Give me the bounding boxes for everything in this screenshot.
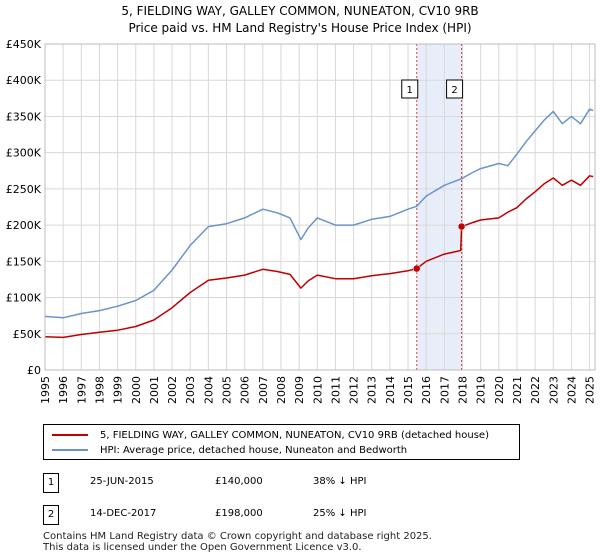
- y-tick-label: £400K: [6, 74, 42, 87]
- hpi-line: [44, 108, 594, 319]
- legend-price-label: 5, FIELDING WAY, GALLEY COMMON, NUNEATON…: [100, 430, 489, 441]
- y-tick-label: £450K: [6, 38, 42, 51]
- x-tick-label: 2020: [493, 376, 506, 404]
- legend-hpi-label: HPI: Average price, detached house, Nune…: [100, 445, 408, 456]
- y-tick-label: £250K: [6, 183, 42, 196]
- sale-point: [457, 222, 466, 231]
- transaction-badge: 1: [43, 473, 59, 493]
- transaction-badge: 2: [43, 505, 59, 525]
- legend-price-swatch: [52, 434, 88, 436]
- x-tick-label: 2010: [311, 376, 324, 404]
- x-tick-label: 2007: [257, 376, 270, 404]
- sale-marker-box: [401, 79, 419, 99]
- transaction-delta: 25% ↓ HPI: [313, 508, 367, 519]
- transaction-price: £198,000: [215, 508, 263, 519]
- x-tick-label: 1997: [75, 376, 88, 404]
- x-tick-label: 2000: [130, 376, 143, 404]
- x-tick-label: 1996: [57, 376, 70, 404]
- footer: Contains HM Land Registry data © Crown c…: [43, 531, 432, 553]
- x-tick-label: 2005: [221, 376, 234, 404]
- y-tick-label: £0: [27, 364, 41, 377]
- footer-line-1: Contains HM Land Registry data © Crown c…: [43, 531, 432, 542]
- x-tick-label: 2004: [202, 376, 215, 404]
- y-tick-label: £50K: [13, 328, 42, 341]
- transaction-row: 2 14-DEC-2017 £198,000 25% ↓ HPI: [43, 505, 443, 525]
- y-tick-label: £100K: [6, 292, 42, 305]
- transaction-delta: 38% ↓ HPI: [313, 476, 367, 487]
- x-tick-label: 2003: [184, 376, 197, 404]
- sale-marker-label: 2: [451, 85, 457, 96]
- sale-marker-box: [446, 79, 464, 99]
- chart-title: 5, FIELDING WAY, GALLEY COMMON, NUNEATON…: [0, 3, 600, 37]
- x-tick-label: 2023: [547, 376, 560, 404]
- price-paid-line: [44, 175, 594, 339]
- x-tick-label: 2018: [456, 376, 469, 404]
- x-tick-label: 2015: [402, 376, 415, 404]
- title-line-1: 5, FIELDING WAY, GALLEY COMMON, NUNEATON…: [121, 4, 479, 18]
- x-tick-label: 2022: [529, 376, 542, 404]
- transaction-price: £140,000: [215, 476, 263, 487]
- x-tick-label: 2011: [329, 376, 342, 404]
- transaction-date: 25-JUN-2015: [90, 476, 154, 487]
- x-tick-label: 2017: [438, 376, 451, 404]
- y-tick-label: £350K: [6, 110, 42, 123]
- plot-area: [45, 44, 595, 370]
- legend-item-price: 5, FIELDING WAY, GALLEY COMMON, NUNEATON…: [52, 430, 489, 441]
- x-tick-label: 1995: [39, 376, 52, 404]
- x-tick-label: 2012: [348, 376, 361, 404]
- x-tick-label: 2008: [275, 376, 288, 404]
- x-tick-label: 2006: [239, 376, 252, 404]
- y-tick-label: £150K: [6, 255, 42, 268]
- x-tick-label: 2021: [511, 376, 524, 404]
- x-tick-label: 2013: [366, 376, 379, 404]
- title-line-2: Price paid vs. HM Land Registry's House …: [128, 21, 472, 35]
- y-tick-label: £200K: [6, 219, 42, 232]
- x-tick-label: 2024: [565, 376, 578, 404]
- x-tick-label: 1999: [112, 376, 125, 404]
- transaction-row: 1 25-JUN-2015 £140,000 38% ↓ HPI: [43, 473, 443, 493]
- price-chart: £0 £50K £100K £150K £200K £250K £300K £350K £400…: [6, 38, 597, 404]
- x-tick-label: 2002: [166, 376, 179, 404]
- legend: 5, FIELDING WAY, GALLEY COMMON, NUNEATON…: [43, 424, 520, 460]
- x-tick-label: 1998: [93, 376, 106, 404]
- x-tick-label: 2009: [293, 376, 306, 404]
- x-tick-label: 2001: [148, 376, 161, 404]
- footer-line-2: This data is licensed under the Open Gov…: [43, 542, 362, 553]
- transaction-date: 14-DEC-2017: [90, 508, 157, 519]
- x-tick-label: 2014: [384, 376, 397, 404]
- legend-hpi-swatch: [52, 449, 88, 451]
- x-tick-label: 2025: [584, 376, 597, 404]
- legend-item-hpi: HPI: Average price, detached house, Nune…: [52, 445, 407, 456]
- x-tick-label: 2019: [475, 376, 488, 404]
- sale-point: [412, 264, 421, 273]
- y-tick-label: £300K: [6, 147, 42, 160]
- x-tick-label: 2016: [420, 376, 433, 404]
- sale-marker-label: 1: [407, 85, 413, 96]
- plot-frame: [44, 43, 596, 371]
